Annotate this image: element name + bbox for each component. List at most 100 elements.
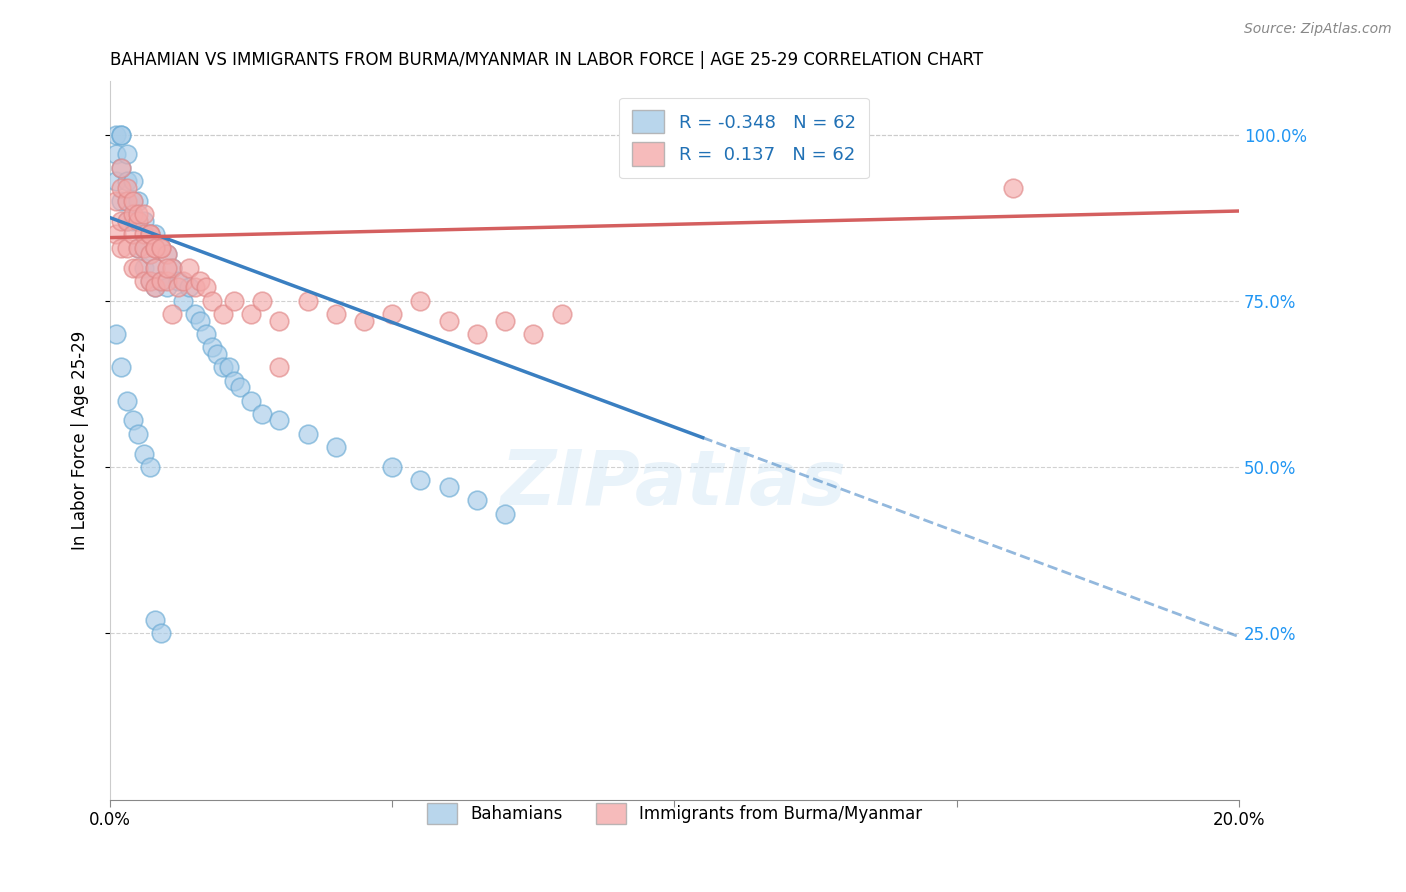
Point	[121, 207, 143, 221]
Point	[104, 147, 127, 161]
Point	[143, 613, 166, 627]
Point	[127, 214, 149, 228]
Point	[132, 260, 155, 275]
Point	[127, 194, 149, 208]
Point	[115, 214, 138, 228]
Point	[207, 347, 229, 361]
Point	[465, 493, 488, 508]
Y-axis label: In Labor Force | Age 25-29: In Labor Force | Age 25-29	[72, 331, 89, 550]
Point	[110, 180, 132, 194]
Point	[224, 293, 246, 308]
Point	[143, 241, 166, 255]
Point	[115, 147, 138, 161]
Point	[115, 214, 138, 228]
Point	[104, 227, 127, 242]
Point	[160, 307, 183, 321]
Point	[149, 274, 172, 288]
Point	[201, 293, 224, 308]
Point	[132, 274, 155, 288]
Text: Source: ZipAtlas.com: Source: ZipAtlas.com	[1244, 22, 1392, 37]
Point	[155, 247, 177, 261]
Point	[110, 161, 132, 175]
Point	[149, 626, 172, 640]
Point	[201, 340, 224, 354]
Point	[138, 247, 160, 261]
Point	[104, 194, 127, 208]
Point	[190, 274, 212, 288]
Point	[132, 241, 155, 255]
Point	[143, 227, 166, 242]
Point	[212, 360, 235, 375]
Point	[127, 241, 149, 255]
Point	[110, 128, 132, 142]
Point	[269, 360, 291, 375]
Point	[110, 241, 132, 255]
Point	[127, 214, 149, 228]
Legend: Bahamians, Immigrants from Burma/Myanmar: Bahamians, Immigrants from Burma/Myanmar	[416, 793, 932, 834]
Point	[115, 180, 138, 194]
Point	[104, 174, 127, 188]
Point	[104, 128, 127, 142]
Point	[224, 374, 246, 388]
Point	[166, 280, 188, 294]
Point	[121, 227, 143, 242]
Point	[110, 128, 132, 142]
Point	[132, 214, 155, 228]
Point	[121, 260, 143, 275]
Point	[115, 241, 138, 255]
Point	[121, 174, 143, 188]
Point	[437, 314, 460, 328]
Point	[143, 241, 166, 255]
Point	[115, 194, 138, 208]
Point	[155, 280, 177, 294]
Point	[138, 247, 160, 261]
Point	[143, 260, 166, 275]
Point	[104, 326, 127, 341]
Point	[195, 280, 218, 294]
Point	[172, 293, 194, 308]
Point	[240, 393, 263, 408]
Point	[325, 440, 347, 454]
Point	[252, 407, 274, 421]
Point	[1002, 180, 1025, 194]
Point	[160, 260, 183, 275]
Point	[465, 326, 488, 341]
Point	[132, 227, 155, 242]
Point	[381, 307, 404, 321]
Point	[183, 280, 205, 294]
Point	[138, 274, 160, 288]
Point	[381, 460, 404, 475]
Point	[297, 426, 319, 441]
Point	[121, 194, 143, 208]
Point	[353, 314, 375, 328]
Point	[269, 413, 291, 427]
Point	[177, 280, 200, 294]
Point	[494, 314, 516, 328]
Point	[127, 207, 149, 221]
Point	[409, 473, 432, 487]
Point	[269, 314, 291, 328]
Point	[132, 447, 155, 461]
Point	[149, 241, 172, 255]
Point	[229, 380, 252, 394]
Point	[149, 241, 172, 255]
Point	[132, 241, 155, 255]
Point	[143, 280, 166, 294]
Point	[127, 241, 149, 255]
Point	[138, 227, 160, 242]
Point	[166, 274, 188, 288]
Point	[155, 274, 177, 288]
Point	[115, 393, 138, 408]
Point	[190, 314, 212, 328]
Point	[172, 274, 194, 288]
Point	[121, 413, 143, 427]
Point	[121, 214, 143, 228]
Point	[160, 260, 183, 275]
Point	[297, 293, 319, 308]
Point	[494, 507, 516, 521]
Point	[252, 293, 274, 308]
Point	[550, 307, 572, 321]
Point	[138, 227, 160, 242]
Point	[195, 326, 218, 341]
Point	[177, 260, 200, 275]
